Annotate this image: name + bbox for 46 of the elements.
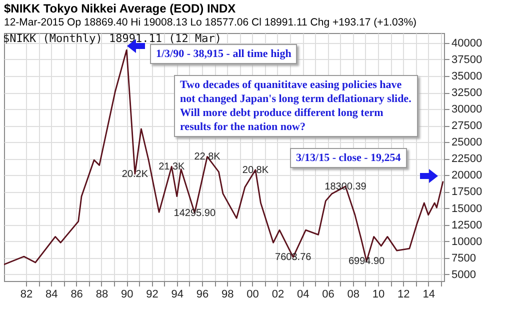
annotation: 18300.39	[324, 181, 367, 192]
y-tick-label: 20000	[452, 170, 482, 182]
y-tick-label: 10000	[452, 236, 482, 248]
y-tick-label: 37500	[452, 54, 482, 66]
y-tick-label: 35000	[452, 70, 482, 82]
annotation: 21.3K	[158, 162, 186, 173]
x-tick-label: 10	[372, 288, 385, 300]
annotation: $NIKK (Monthly) 18991.11 (12 Mar)	[3, 32, 222, 45]
x-tick-label: 08	[347, 288, 360, 300]
x-tick-label: 98	[222, 288, 234, 300]
y-tick-label: 15000	[452, 202, 482, 215]
y-tick-label: 7500	[452, 252, 476, 264]
annotation: Two decades of quanititave easing policies have not changed Japan's long term deflationary slide. Will more debt produce different long term results for the nation now?	[174, 75, 418, 137]
annotation: 1/3/90 - 38,915 - all time high	[150, 44, 298, 64]
y-tick-label: 17500	[452, 186, 482, 198]
chart-subtitle: 12-Mar-2015 Op 18869.40 Hi 19008.13 Lo 18577.06 Cl 18991.11 Chg +193.17 (+1.03%)	[4, 16, 417, 28]
annotation: 14295.90	[174, 208, 216, 219]
chart-title: $NIKK Tokyo Nikkei Average (EOD) INDX	[4, 2, 236, 16]
y-tick-label: 40000	[452, 37, 482, 50]
annotation: 6994.90	[348, 256, 386, 268]
annotation: 20.2K	[122, 168, 148, 180]
x-tick-label: 04	[296, 288, 310, 300]
x-tick-label: 06	[322, 288, 334, 300]
y-tick-label: 5000	[452, 268, 476, 281]
x-tick-label: 90	[120, 288, 134, 300]
y-tick-label: 32500	[452, 87, 482, 100]
y-tick-label: 30000	[452, 104, 482, 116]
x-tick-label: 82	[20, 288, 33, 300]
y-tick-label: 12500	[452, 219, 482, 232]
x-tick-label: 88	[96, 288, 108, 300]
y-tick-label: 25000	[452, 136, 482, 149]
x-tick-label: 02	[272, 288, 284, 300]
x-tick-label: 94	[171, 288, 184, 300]
y-tick-label: 22500	[452, 153, 482, 166]
x-tick-label: 14	[422, 288, 435, 300]
annotation: 7603.76	[275, 252, 312, 264]
annotation: 3/13/15 - close - 19,254	[290, 148, 407, 168]
x-tick-label: 96	[196, 288, 209, 300]
y-tick-label: 27500	[452, 120, 482, 132]
x-tick-label: 86	[70, 288, 83, 300]
annotation: 20.8K	[242, 164, 269, 176]
x-tick-label: 12	[398, 288, 410, 300]
x-tick-label: 00	[246, 288, 259, 300]
x-tick-label: 84	[46, 288, 58, 300]
x-tick-label: 92	[146, 288, 158, 300]
annotation: 22.8K	[194, 152, 221, 163]
